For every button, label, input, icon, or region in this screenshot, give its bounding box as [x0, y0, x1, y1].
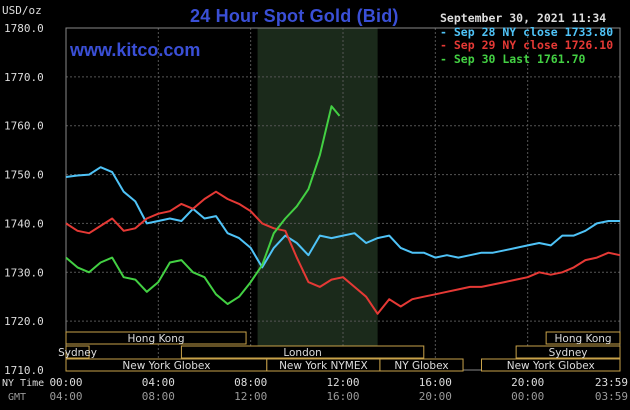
session-bar: [379, 358, 464, 372]
x-tick-label: 23:59: [595, 376, 628, 389]
x-tick-label-gmt: 00:00: [511, 390, 544, 403]
y-tick-label: 1780.0: [4, 22, 44, 35]
session-label: Sydney: [549, 347, 588, 359]
legend-label: Sep 28 NY close 1733.80: [453, 24, 614, 39]
y-tick-label: 1730.0: [4, 266, 44, 279]
legend-marker: -: [440, 51, 447, 66]
y-tick-label: 1750.0: [4, 169, 44, 182]
legend-marker: -: [440, 38, 447, 52]
x-tick-label-gmt: 12:00: [234, 390, 267, 403]
x-tick-label: 16:00: [419, 376, 452, 389]
y-tick-label: 1740.0: [4, 217, 44, 230]
session-label: Hong Kong: [555, 333, 612, 345]
legend-label: Sep 29 NY close 1726.10: [453, 38, 614, 52]
price-series: [65, 105, 621, 315]
legend-item-sep30: - Sep 30 Last 1761.70: [440, 51, 613, 67]
x-tick-label-gmt: 16:00: [326, 390, 359, 403]
x-tick-label: 04:00: [142, 376, 175, 389]
session-label: NY Globex: [394, 360, 448, 372]
x-tick-label: 20:00: [511, 376, 544, 389]
session-bar: [65, 345, 90, 359]
session-bar: [65, 331, 247, 345]
brand-link[interactable]: www.kitco.com: [70, 40, 201, 60]
timestamp: September 30, 2021 11:34: [440, 11, 607, 25]
x-tick-label-gmt: 20:00: [419, 390, 452, 403]
x-tick-label-gmt: 08:00: [142, 390, 175, 403]
y-tick-label: 1770.0: [4, 71, 44, 84]
nymex-highlight: [257, 28, 378, 370]
legend: September 30, 2021 11:34 - Sep 28 NY clo…: [440, 11, 614, 67]
legend-marker: -: [440, 24, 447, 39]
series-line-3: [65, 105, 341, 305]
y-unit-label: USD/oz: [2, 4, 42, 17]
ny-time-label: NY Time: [2, 378, 44, 389]
legend-item-sep29: - Sep 29 NY close 1726.10: [440, 38, 614, 53]
session-bar: [481, 358, 621, 372]
series-line-2: [65, 190, 621, 315]
session-bar: [180, 345, 425, 359]
plot-background: [257, 28, 378, 370]
chart-title: 24 Hour Spot Gold (Bid): [190, 6, 399, 26]
x-tick-label: 08:00: [234, 376, 267, 389]
session-label: Sydney: [58, 347, 97, 359]
session-label: New York NYMEX: [279, 360, 368, 372]
session-bar: [545, 331, 621, 345]
session-label: New York Globex: [122, 360, 210, 372]
session-label: Hong Kong: [127, 333, 184, 345]
x-tick-label: 12:00: [326, 376, 359, 389]
session-label: London: [283, 347, 322, 359]
session-bar: [515, 345, 621, 359]
gmt-label: GMT: [8, 392, 26, 403]
x-tick-label: 00:00: [49, 376, 82, 389]
axes: 1780.0 1770.0 1760.0 1750.0 1740.0 1730.0 1720…: [2, 22, 628, 403]
legend-label: Sep 30 Last 1761.70: [453, 51, 586, 66]
series-line-1: [65, 166, 620, 269]
x-tick-label-gmt: 04:00: [49, 390, 82, 403]
legend-item-sep28: - Sep 28 NY close 1733.80: [440, 24, 614, 40]
y-tick-label: 1760.0: [4, 120, 44, 133]
y-tick-label: 1720.0: [4, 315, 44, 328]
x-tick-label-gmt: 03:59: [595, 390, 628, 403]
y-tick-label: 1710.0: [4, 364, 44, 377]
session-label: New York Globex: [507, 360, 595, 372]
